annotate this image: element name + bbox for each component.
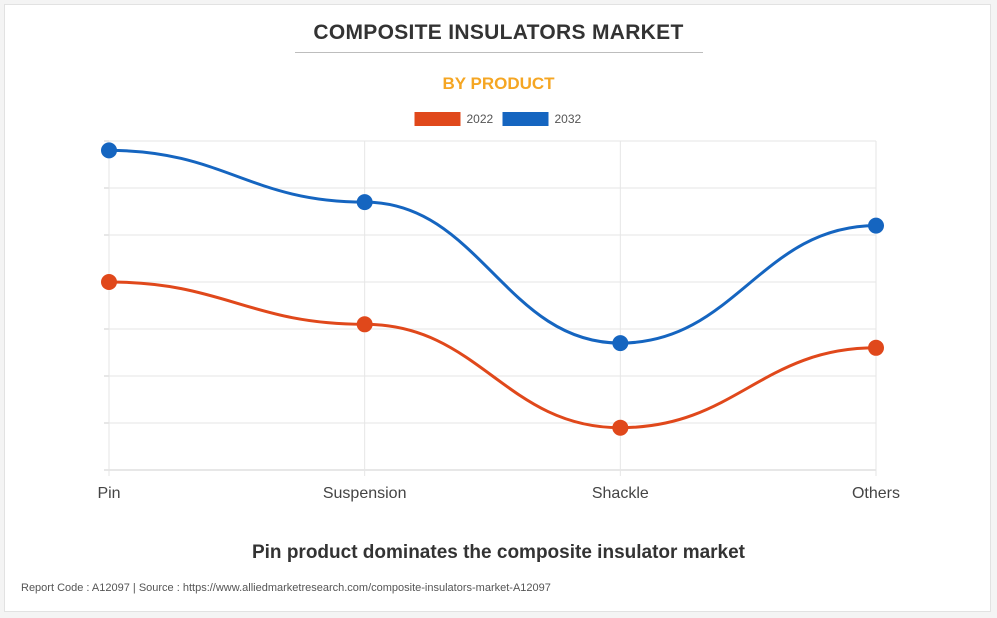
- point-2022-suspension[interactable]: [356, 316, 373, 333]
- chart-subtitle: BY PRODUCT: [442, 74, 555, 93]
- chart-title: COMPOSITE INSULATORS MARKET: [313, 21, 684, 44]
- x-tick-label: Shackle: [592, 485, 649, 502]
- legend-label-2022[interactable]: 2022: [467, 112, 494, 126]
- line-chart: 2022 2032 Pin Suspension Shackle Others: [97, 112, 900, 502]
- point-2032-others[interactable]: [868, 217, 884, 234]
- point-2032-suspension[interactable]: [356, 194, 373, 211]
- title-divider: [295, 52, 703, 53]
- series-line-2022: [108, 280, 877, 430]
- legend-swatch-2022[interactable]: [414, 112, 461, 126]
- x-tick-label: Others: [852, 485, 900, 502]
- chart-caption: Pin product dominates the composite insu…: [251, 542, 746, 563]
- x-tick-label: Pin: [97, 485, 120, 502]
- x-tick-label: Suspension: [323, 485, 407, 502]
- chart-card: COMPOSITE INSULATORS MARKET BY PRODUCT 2…: [4, 4, 991, 612]
- legend-label-2032[interactable]: 2032: [555, 112, 582, 126]
- point-2032-shackle[interactable]: [612, 335, 629, 352]
- point-2022-pin[interactable]: [101, 274, 117, 290]
- source-footer: Report Code : A12097 | Source : https://…: [21, 582, 551, 594]
- legend-swatch-2032[interactable]: [502, 112, 549, 126]
- point-2022-shackle[interactable]: [612, 419, 629, 436]
- point-2032-pin[interactable]: [101, 142, 117, 159]
- point-2022-others[interactable]: [868, 339, 884, 356]
- series-line-2032: [108, 148, 877, 345]
